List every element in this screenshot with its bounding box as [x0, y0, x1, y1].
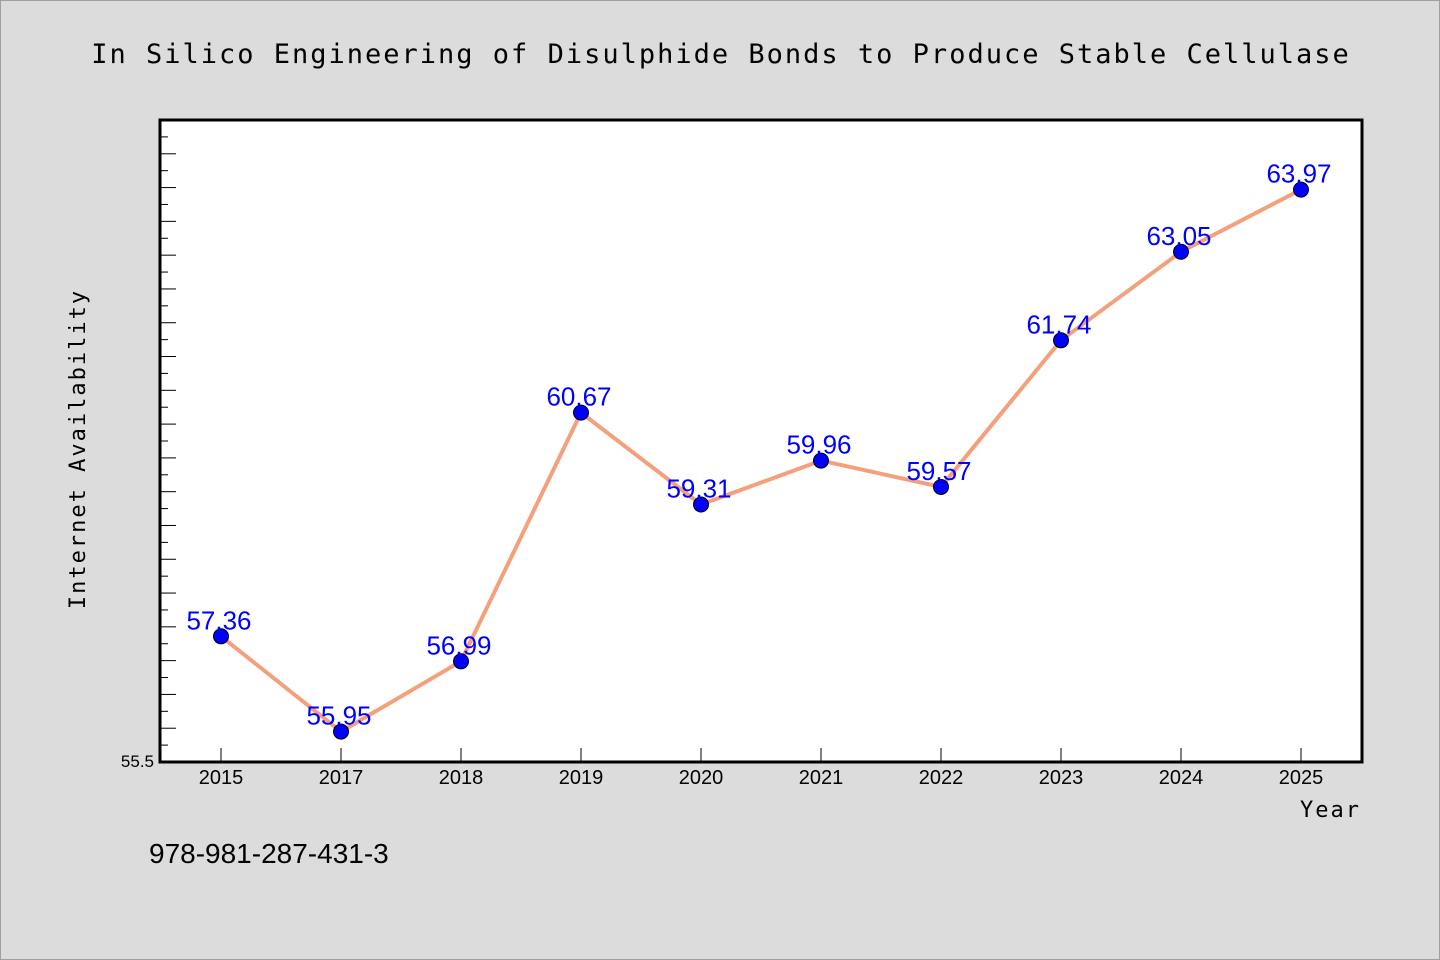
data-label: 55.95: [306, 701, 371, 731]
x-tick-label: 2020: [679, 767, 724, 789]
data-point: [693, 496, 709, 513]
data-label: 63.97: [1266, 159, 1331, 189]
x-tick-label: 2025: [1279, 767, 1324, 789]
x-axis-label: Year: [1300, 798, 1361, 823]
data-label: 57.36: [186, 605, 251, 635]
x-tick-label: 2018: [439, 767, 484, 789]
data-label: 56.99: [426, 630, 491, 660]
data-point: [813, 452, 829, 469]
y-tick-label: 55.5: [121, 752, 154, 771]
data-point: [1173, 243, 1189, 260]
data-point: [213, 628, 229, 645]
data-label: 59.31: [666, 474, 731, 504]
chart-title: In Silico Engineering of Disulphide Bond…: [91, 39, 1351, 70]
data-label: 59.57: [906, 456, 971, 486]
y-axis-label: Internet Availability: [66, 289, 91, 609]
x-axis-ticks: 2015 2017 2018 2019 2020 2021 2022 2023 2024 2025: [199, 748, 1324, 789]
series-line: [219, 187, 1303, 734]
data-label: 60.67: [546, 382, 611, 412]
data-label: 61.74: [1026, 309, 1091, 339]
data-point: [1293, 181, 1309, 198]
x-tick-label: 2017: [319, 767, 364, 789]
data-point: [933, 478, 949, 495]
x-tick-label: 2024: [1159, 767, 1204, 789]
plot-area: [158, 118, 1364, 764]
data-label: 63.05: [1146, 221, 1211, 251]
isbn-footnote: 978-981-287-431-3: [149, 838, 389, 869]
y-axis-ticks: [160, 119, 176, 763]
data-point: [453, 653, 469, 670]
x-tick-label: 2023: [1039, 767, 1084, 789]
series-group: 57.36 55.95 56.99 60.67 59.31 59.96 59.57 61.74…: [186, 159, 1332, 740]
x-tick-label: 2015: [199, 767, 244, 789]
x-tick-label: 2022: [919, 767, 964, 789]
data-point: [1053, 332, 1069, 349]
data-point: [573, 404, 589, 421]
data-point: [333, 723, 349, 740]
x-tick-label: 2019: [559, 767, 604, 789]
data-label: 59.96: [786, 430, 851, 460]
x-tick-label: 2021: [799, 767, 844, 789]
